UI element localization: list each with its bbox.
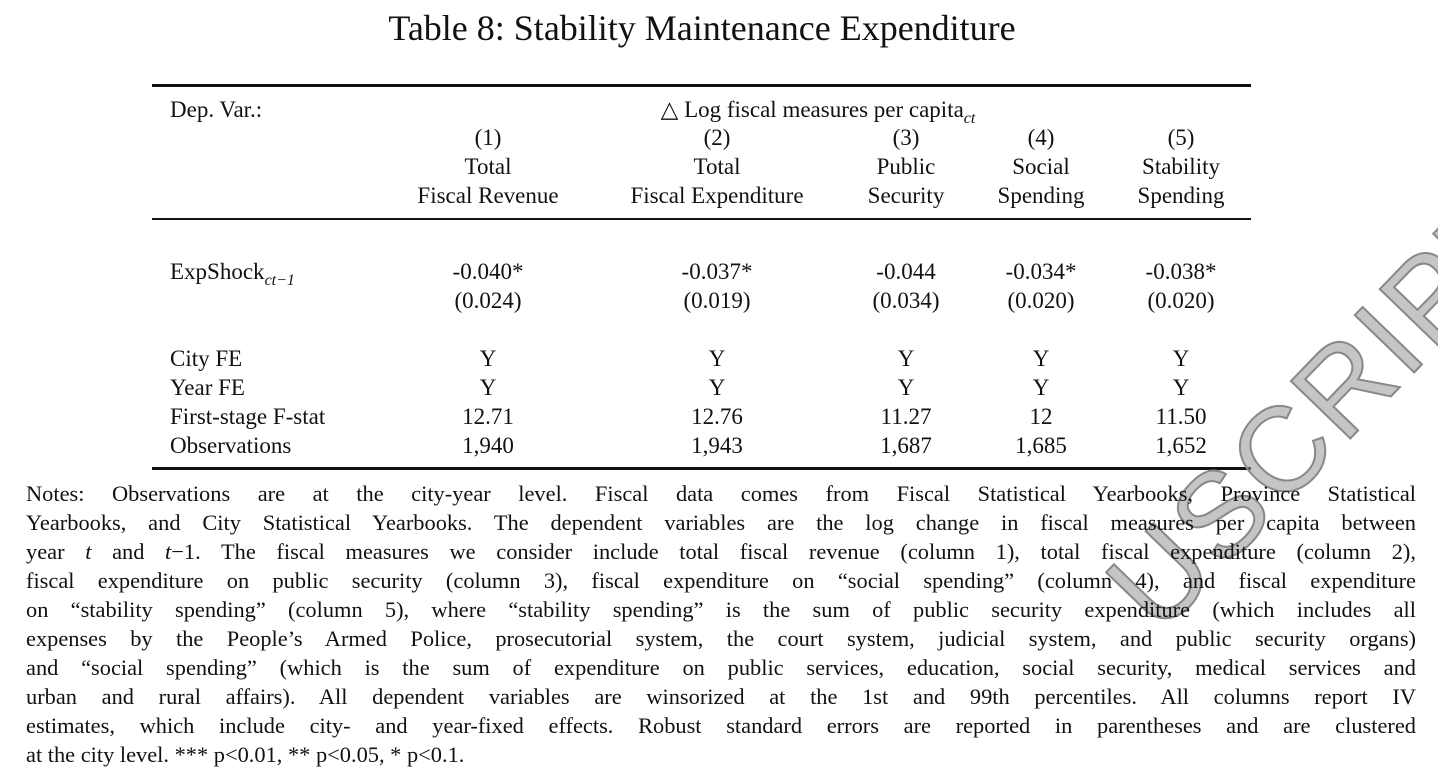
- std-error: (0.034): [872, 288, 940, 313]
- dep-var-label: Dep. Var.:: [170, 97, 263, 122]
- cell: 11.50: [1155, 404, 1207, 429]
- column-header: Total: [693, 154, 741, 179]
- cell: Y: [1172, 375, 1190, 400]
- cell: Y: [897, 375, 915, 400]
- cell: 1,652: [1155, 433, 1207, 458]
- column-number: (1): [474, 125, 502, 150]
- note-line: year t and t−1. The fiscal measures we c…: [26, 537, 1416, 566]
- note-line: expenses by the People’s Armed Police, p…: [26, 626, 1416, 651]
- mid-rule: [152, 218, 1251, 220]
- regressor-subscript: ct−1: [264, 272, 295, 289]
- cell: Y: [1032, 375, 1050, 400]
- cell: Y: [479, 375, 497, 400]
- std-error: (0.019): [683, 288, 751, 313]
- note-line: fiscal expenditure on public security (c…: [26, 568, 1416, 593]
- column-header: Fiscal Expenditure: [630, 183, 804, 208]
- note-line: Yearbooks, and City Statistical Yearbook…: [26, 510, 1416, 535]
- column-header: Security: [867, 183, 945, 208]
- std-error: (0.020): [1147, 288, 1215, 313]
- dep-var-text: △ Log fiscal measures per capita: [660, 97, 964, 122]
- dep-var: △ Log fiscal measures per capitact: [660, 96, 976, 127]
- coefficient: -0.034*: [1005, 259, 1077, 284]
- cell: Y: [708, 375, 726, 400]
- dep-var-subscript: ct: [963, 110, 976, 127]
- coefficient: -0.037*: [681, 259, 753, 284]
- column-number: (3): [892, 125, 920, 150]
- cell: 1,685: [1015, 433, 1067, 458]
- cell: 12.76: [691, 404, 743, 429]
- std-error: (0.020): [1007, 288, 1075, 313]
- title: Table 8: Stability Maintenance Expenditu…: [388, 8, 1016, 48]
- note-text: and: [91, 539, 166, 564]
- column-header: Total: [464, 154, 512, 179]
- column-header: Stability: [1142, 154, 1220, 179]
- row-label: Observations: [170, 433, 292, 458]
- note-line: and “social spending” (which is the sum …: [26, 655, 1416, 680]
- column-header: Spending: [997, 183, 1085, 208]
- cell: Y: [708, 346, 726, 371]
- cell: Y: [1172, 346, 1190, 371]
- cell: 12: [1029, 404, 1053, 429]
- cell: 1,687: [880, 433, 932, 458]
- cell: 1,943: [691, 433, 743, 458]
- cell: 11.27: [880, 404, 932, 429]
- note-text: t: [165, 539, 172, 564]
- regressor-label: ExpShockct−1: [170, 258, 295, 289]
- coefficient: -0.038*: [1145, 259, 1217, 284]
- cell: Y: [479, 346, 497, 371]
- row-label: Year FE: [170, 375, 245, 400]
- note-text: t: [85, 539, 92, 564]
- row-label: City FE: [170, 346, 243, 371]
- cell: Y: [897, 346, 915, 371]
- row-label: First-stage F-stat: [170, 404, 326, 429]
- cell: 12.71: [462, 404, 514, 429]
- note-line: on “stability spending” (column 5), wher…: [26, 597, 1416, 622]
- note-text: year: [26, 539, 86, 564]
- column-number: (4): [1027, 125, 1055, 150]
- coefficient: -0.044: [876, 259, 936, 284]
- column-header: Social: [1012, 154, 1070, 179]
- regressor-name: ExpShock: [170, 259, 265, 284]
- bottom-rule: [152, 467, 1251, 470]
- column-number: (5): [1167, 125, 1195, 150]
- column-header: Spending: [1137, 183, 1225, 208]
- top-rule: [152, 84, 1251, 87]
- note-line: urban and rural affairs). All dependent …: [26, 684, 1416, 709]
- coefficient: -0.040*: [452, 259, 524, 284]
- note-line: at the city level. *** p<0.01, ** p<0.05…: [26, 742, 465, 767]
- note-line: Notes: Observations are at the city-year…: [26, 481, 1416, 506]
- column-header: Fiscal Revenue: [417, 183, 559, 208]
- note-line: estimates, which include city- and year-…: [26, 713, 1416, 738]
- cell: 1,940: [462, 433, 514, 458]
- cell: Y: [1032, 346, 1050, 371]
- note-text: −1. The fiscal measures we consider incl…: [171, 539, 1416, 564]
- column-number: (2): [703, 125, 731, 150]
- std-error: (0.024): [454, 288, 522, 313]
- column-header: Public: [876, 154, 936, 179]
